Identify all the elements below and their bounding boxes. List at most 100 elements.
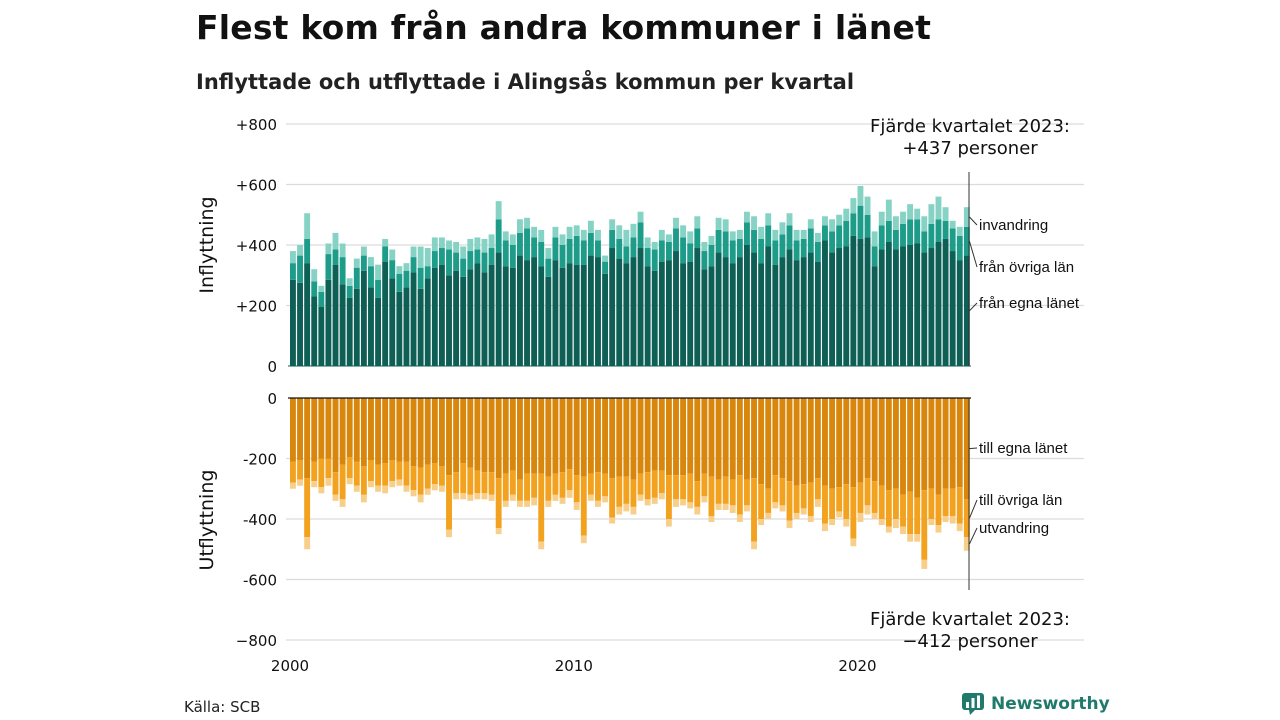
bar-till-egna-lanet xyxy=(807,398,814,483)
bar-invandring xyxy=(878,211,885,226)
bar-till-egna-lanet xyxy=(637,398,644,474)
bar-till-ovriga-lan xyxy=(488,472,495,495)
bar-till-ovriga-lan xyxy=(616,476,623,507)
newsworthy-logo[interactable]: Newsworthy xyxy=(961,692,1110,716)
bar-utvandring xyxy=(786,520,793,529)
bar-fran-egna-lanet xyxy=(339,284,346,366)
bar-utvandring xyxy=(424,488,431,495)
bar-fran-egna-lanet xyxy=(857,238,864,366)
bar-till-egna-lanet xyxy=(509,398,516,471)
bar-till-egna-lanet xyxy=(907,398,914,492)
bar-till-egna-lanet xyxy=(665,398,672,476)
bar-utvandring xyxy=(410,490,417,497)
bar-utvandring xyxy=(623,503,630,512)
bar-invandring xyxy=(680,225,687,238)
bar-fran-egna-lanet xyxy=(680,263,687,366)
bar-fran-ovriga-lan xyxy=(921,231,928,253)
annotation-bottom-line2: −412 personer xyxy=(902,631,1038,652)
bar-fran-egna-lanet xyxy=(524,260,530,367)
bar-till-egna-lanet xyxy=(474,398,481,471)
bar-till-ovriga-lan xyxy=(460,463,467,494)
bar-utvandring xyxy=(460,493,467,500)
bar-utvandring xyxy=(417,494,424,503)
bar-till-ovriga-lan xyxy=(871,481,878,513)
bar-till-egna-lanet xyxy=(559,398,566,473)
bar-fran-egna-lanet xyxy=(694,248,701,366)
bar-invandring xyxy=(744,211,750,223)
bar-till-egna-lanet xyxy=(580,398,587,477)
bar-fran-ovriga-lan xyxy=(658,240,665,262)
bar-till-ovriga-lan xyxy=(566,469,573,491)
bar-invandring xyxy=(531,226,538,238)
bar-utvandring xyxy=(325,478,332,486)
bar-invandring xyxy=(630,223,637,238)
bar-utvandring xyxy=(942,515,949,523)
bar-utvandring xyxy=(665,519,672,527)
bar-till-ovriga-lan xyxy=(680,475,687,500)
bar-fran-ovriga-lan xyxy=(900,223,906,247)
bar-fran-egna-lanet xyxy=(708,266,715,366)
bar-fran-egna-lanet xyxy=(928,248,935,366)
bar-fran-ovriga-lan xyxy=(382,246,389,262)
series-labels: invandring från övriga län från egna länet… xyxy=(968,216,1080,545)
annotation-bottom-line1: Fjärde kvartalet 2023: xyxy=(870,609,1070,630)
bar-fran-ovriga-lan xyxy=(807,228,814,253)
bar-fran-egna-lanet xyxy=(346,297,353,366)
bar-till-ovriga-lan xyxy=(665,475,672,519)
bar-invandring xyxy=(651,241,658,250)
bar-till-egna-lanet xyxy=(673,398,679,476)
bar-fran-ovriga-lan xyxy=(545,258,552,277)
bar-fran-egna-lanet xyxy=(290,279,296,366)
bar-till-egna-lanet xyxy=(878,398,885,486)
bar-fran-egna-lanet xyxy=(623,263,630,366)
bar-invandring xyxy=(715,217,722,230)
bar-till-egna-lanet xyxy=(609,398,616,479)
bar-utvandring xyxy=(332,494,339,501)
bar-till-ovriga-lan xyxy=(375,464,382,486)
bar-till-egna-lanet xyxy=(339,398,346,465)
bar-invandring xyxy=(900,211,906,224)
bar-fran-egna-lanet xyxy=(396,291,403,366)
bar-fran-ovriga-lan xyxy=(559,245,566,268)
bar-till-ovriga-lan xyxy=(453,472,460,494)
bar-utvandring xyxy=(765,512,772,519)
bar-till-egna-lanet xyxy=(346,398,353,457)
bar-utvandring xyxy=(552,494,559,501)
bar-utvandring xyxy=(488,494,495,501)
x-tick-label: 2010 xyxy=(555,657,593,675)
bar-till-ovriga-lan xyxy=(552,473,559,495)
bar-till-ovriga-lan xyxy=(481,472,488,494)
bar-till-ovriga-lan xyxy=(935,494,942,526)
bar-till-ovriga-lan xyxy=(495,478,502,529)
y-tick-label: +800 xyxy=(236,116,277,134)
bar-fran-ovriga-lan xyxy=(360,255,367,271)
bar-utvandring xyxy=(524,500,530,507)
bar-fran-ovriga-lan xyxy=(708,245,715,267)
bar-till-egna-lanet xyxy=(921,398,928,491)
bar-fran-egna-lanet xyxy=(438,264,445,366)
bar-utvandring xyxy=(382,485,389,494)
bar-fran-egna-lanet xyxy=(715,252,722,366)
bar-utvandring xyxy=(375,485,382,492)
bar-till-ovriga-lan xyxy=(368,460,374,482)
bars-utflyttning xyxy=(288,397,971,569)
bar-utvandring xyxy=(963,537,970,551)
bar-till-ovriga-lan xyxy=(410,466,417,491)
bar-fran-ovriga-lan xyxy=(517,232,523,256)
bar-till-egna-lanet xyxy=(758,398,765,485)
bar-fran-egna-lanet xyxy=(318,307,325,366)
series-label-invandring: invandring xyxy=(979,217,1048,234)
bar-invandring xyxy=(907,204,914,220)
bar-utvandring xyxy=(928,519,935,526)
bar-fran-ovriga-lan xyxy=(680,237,687,264)
bar-utvandring xyxy=(587,494,594,501)
bar-fran-ovriga-lan xyxy=(290,263,296,280)
bar-invandring xyxy=(779,222,786,235)
bar-fran-ovriga-lan xyxy=(346,285,353,298)
bar-utvandring xyxy=(850,538,857,547)
bar-till-egna-lanet xyxy=(453,398,460,473)
bar-till-ovriga-lan xyxy=(772,475,779,503)
bar-fran-ovriga-lan xyxy=(793,240,800,261)
bar-till-ovriga-lan xyxy=(623,476,630,504)
bar-invandring xyxy=(311,269,318,282)
